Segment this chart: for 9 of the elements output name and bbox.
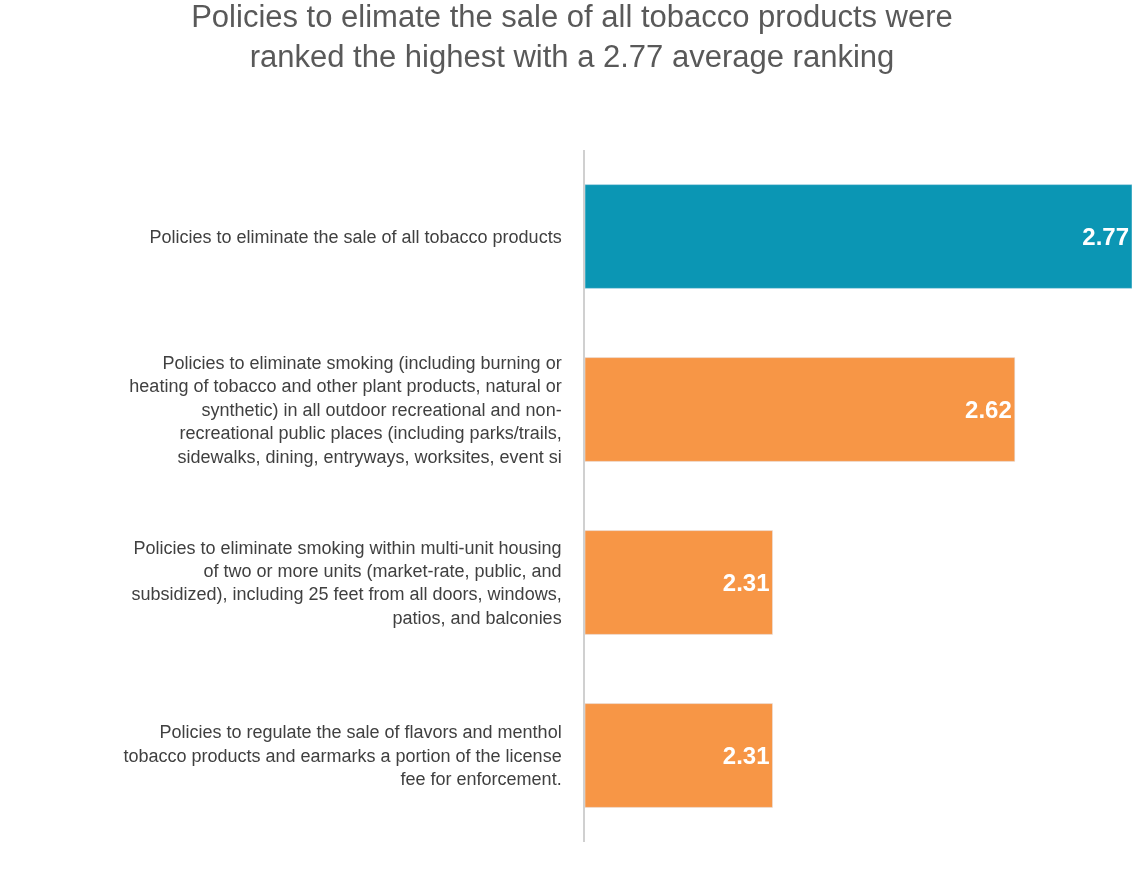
y-tick-label: Policies to eliminate the sale of all tobacco products: [149, 226, 562, 247]
y-tick-label: Policies to eliminate smoking within multi-unit housing of two or more units (market-rate, public, and subsidized), including 25 feet from all doors, windows, patios, and balconies: [131, 537, 562, 628]
data-label: 2.31: [722, 742, 770, 769]
chart-title: Policies to elimate the sale of all tobacco products were ranked the highest with a 2.77 average ranking: [191, 0, 953, 75]
data-label: 2.62: [965, 396, 1012, 423]
y-tick-label: Policies to regulate the sale of flavors and menthol tobacco products and earmarks a portion of the license fee for enforcement.: [123, 722, 562, 790]
y-tick-label: Policies to eliminate smoking (including burning or heating of tobacco and other plant products, natural or synthetic) in all outdoor recreational and non-recreational public places (including parks/trails, sidewalks, dining, entryways, worksites, event si: [129, 353, 562, 467]
data-label: 2.31: [722, 569, 770, 596]
data-label: 2.77: [1082, 223, 1129, 250]
